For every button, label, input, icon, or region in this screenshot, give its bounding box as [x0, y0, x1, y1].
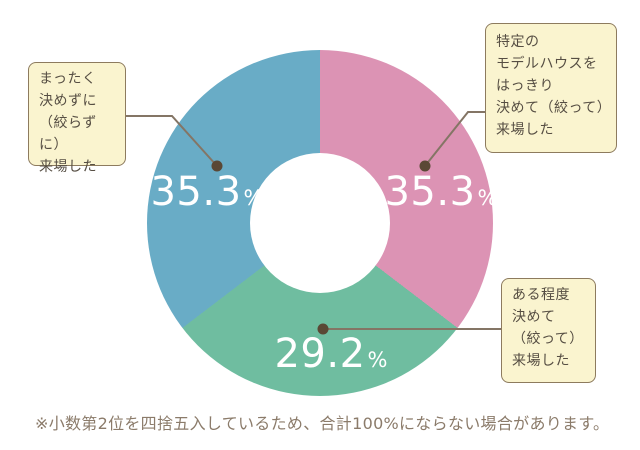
callout-box-blue-segment: まったく 決めずに （絞らずに） 来場した [28, 62, 126, 175]
green-segment-value: 29.2% [274, 334, 387, 374]
green-segment-number: 29.2 [274, 331, 366, 377]
blue-segment-number: 35.3 [150, 169, 242, 215]
pink-segment-percent-sign: % [477, 186, 498, 210]
donut-hole [250, 153, 390, 293]
blue-segment-value: 35.3% [150, 172, 263, 212]
callout-box-pink-segment: 特定の モデルハウスを はっきり 決めて（絞って） 来場した [485, 23, 617, 153]
blue-segment-percent-sign: % [243, 186, 264, 210]
pink-segment-number: 35.3 [384, 169, 476, 215]
green-segment-percent-sign: % [367, 348, 388, 372]
callout-box-green-segment: ある程度 決めて （絞って） 来場した [501, 278, 596, 383]
pink-segment-value: 35.3% [384, 172, 497, 212]
footnote: ※小数第2位を四捨五入しているため、合計100%にならない場合があります。 [35, 414, 610, 433]
